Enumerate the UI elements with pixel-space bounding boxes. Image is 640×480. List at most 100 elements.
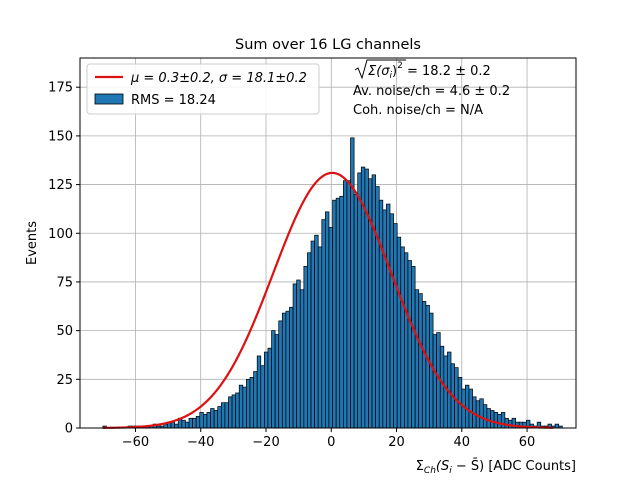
histogram-bar	[235, 392, 240, 429]
legend: μ = 0.3±0.2, σ = 18.1±0.2 RMS = 18.24	[86, 63, 320, 115]
y-axis-label: Events	[25, 221, 40, 265]
histogram-bar	[421, 301, 427, 429]
histogram-bar	[418, 293, 423, 429]
legend-box	[86, 63, 320, 115]
histogram-bar	[411, 266, 416, 429]
histogram-bar	[425, 304, 430, 429]
histogram-bar	[386, 203, 391, 429]
annotation-line-3: Coh. noise/ch = N/A	[353, 103, 483, 118]
histogram-bar	[281, 312, 287, 429]
y-tick-label: 150	[48, 129, 73, 144]
histogram-bar	[242, 386, 247, 429]
histogram-bar	[400, 246, 405, 429]
anno1-close: )	[392, 64, 397, 79]
sqrt-symbol	[354, 59, 406, 80]
histogram-bar	[432, 334, 438, 429]
axis-ticks: −60 −40 −20 0 20 40 60 0 25 50 75 100 125 150 175	[48, 81, 535, 450]
histogram-bar	[220, 402, 226, 429]
histogram-bar	[490, 410, 495, 429]
x-label-rest: − S̄) [ADC Counts]	[452, 459, 576, 474]
plot-frame	[79, 57, 577, 429]
histogram-bar	[479, 398, 484, 429]
histogram-bar	[253, 371, 258, 429]
histogram-bar	[443, 355, 448, 429]
histogram-bar	[321, 219, 326, 429]
histogram-bar	[378, 199, 384, 429]
histogram-bar	[346, 180, 351, 429]
histogram-bar	[554, 423, 560, 429]
histogram-bar	[192, 417, 197, 429]
histogram-bar	[307, 252, 312, 429]
histogram-bar	[188, 417, 193, 429]
x-label-body: (S	[436, 459, 449, 474]
histogram-bar	[396, 236, 402, 429]
histogram-bar	[278, 320, 283, 429]
anno1-sub: i	[390, 71, 393, 81]
x-tick-label: 40	[454, 435, 471, 450]
histogram-bar	[486, 408, 491, 429]
histogram-bar	[407, 260, 412, 429]
histogram-bar	[246, 378, 251, 429]
histogram-bar	[342, 180, 348, 429]
x-label-sigma: Σ	[416, 459, 424, 474]
histogram-bar	[199, 412, 204, 429]
histogram-bars	[102, 137, 563, 429]
histogram-bar	[195, 415, 201, 429]
histogram-bar	[314, 234, 319, 429]
x-tick-label: −40	[187, 435, 214, 450]
x-tick-label: −20	[252, 435, 279, 450]
histogram-bar	[163, 423, 168, 429]
histogram-bar	[213, 410, 219, 429]
anno1-value: = 18.2 ± 0.2	[403, 64, 491, 79]
anno1-body: Σ(σ	[368, 64, 390, 79]
histogram-bar	[292, 283, 298, 429]
histogram-bar	[493, 412, 499, 429]
histogram-bar	[210, 408, 215, 429]
histogram-bar	[504, 417, 509, 429]
y-tick-label: 75	[56, 275, 73, 290]
histogram-bar	[181, 419, 186, 429]
histogram-bar	[371, 174, 376, 429]
histogram-bar	[206, 412, 211, 429]
histogram-bar	[285, 310, 290, 429]
histogram-bar	[389, 213, 394, 429]
histogram-bar	[332, 199, 337, 429]
histogram-bar	[414, 289, 420, 429]
x-tick-label: −60	[122, 435, 149, 450]
histogram-bar	[375, 186, 380, 429]
histogram-bar	[404, 252, 409, 429]
histogram-bar	[296, 279, 301, 429]
legend-rms-label: RMS = 18.24	[131, 93, 216, 108]
histogram-bar	[357, 172, 362, 429]
y-tick-label: 125	[48, 178, 73, 193]
histogram-bar	[260, 365, 265, 429]
x-axis-label: ΣCh(Si − S̄) [ADC Counts]	[416, 459, 576, 476]
histogram-bar	[350, 137, 355, 429]
histogram-bar	[217, 406, 222, 429]
histogram-bar	[249, 377, 254, 429]
histogram-bar	[382, 209, 387, 429]
histogram-bar	[468, 388, 473, 429]
histogram-bar	[299, 289, 305, 429]
x-tick-label: 0	[327, 435, 335, 450]
anno1-sup: 2	[397, 61, 403, 71]
y-tick-label: 0	[65, 422, 73, 437]
histogram-bar	[256, 355, 262, 429]
y-tick-label: 175	[48, 81, 73, 96]
histogram-bar	[170, 421, 175, 429]
histogram-bar	[500, 412, 506, 429]
annotation-line-1: Σ(σi)2 = 18.2 ± 0.2	[368, 61, 491, 81]
histogram-bar	[231, 394, 237, 429]
histogram-bar	[497, 414, 502, 429]
legend-fit-label: μ = 0.3±0.2, σ = 18.1±0.2	[130, 71, 307, 86]
histogram-bar	[174, 423, 179, 429]
histogram-bar	[339, 195, 344, 429]
histogram-bar	[267, 347, 272, 429]
histogram-bar	[317, 246, 323, 429]
histogram-bar	[353, 193, 359, 429]
histogram-bar	[202, 414, 208, 429]
annotation-line-2: Av. noise/ch = 4.6 ± 0.2	[353, 84, 510, 99]
histogram-bar	[228, 396, 233, 429]
gaussian-fit-curve	[102, 171, 554, 429]
